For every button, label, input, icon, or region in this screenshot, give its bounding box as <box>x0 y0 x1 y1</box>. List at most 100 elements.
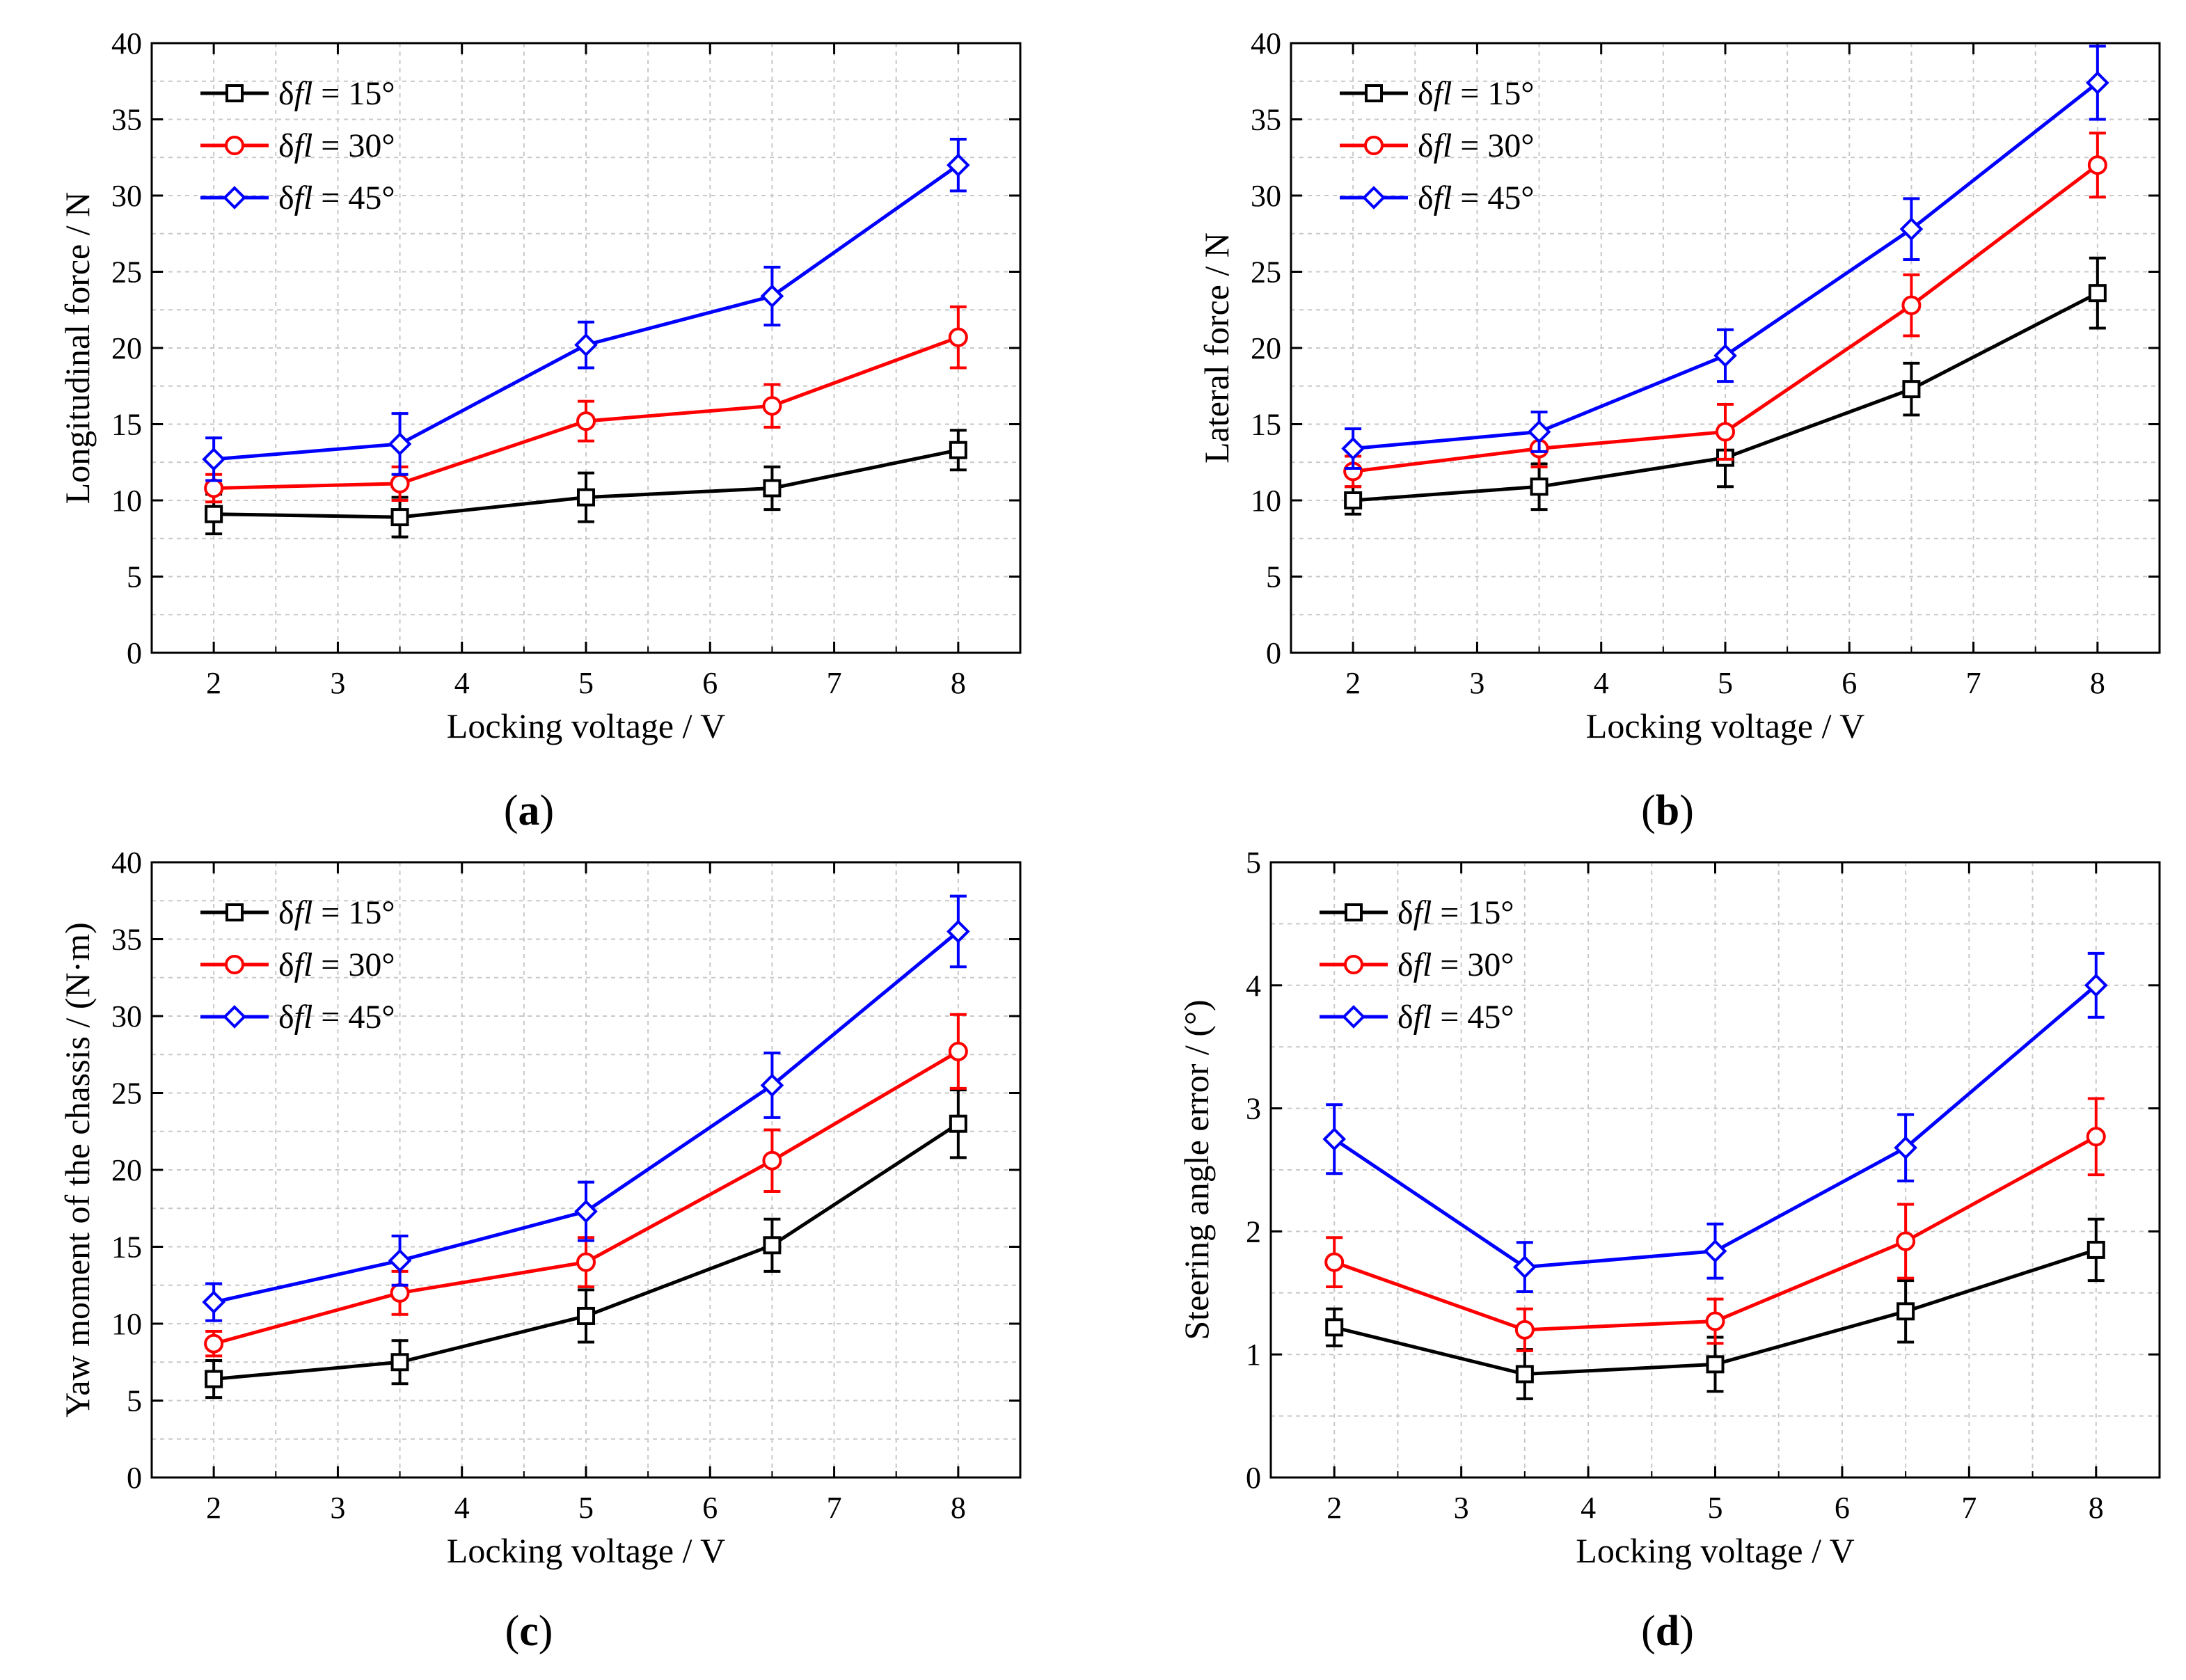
data-point <box>388 432 412 456</box>
data-point <box>388 1249 412 1273</box>
data-point <box>1901 295 1922 315</box>
data-point <box>577 488 595 507</box>
legend-marker <box>1364 136 1384 155</box>
data-point <box>763 479 782 498</box>
y-axis-label: Yaw moment of the chassis / (N·m) <box>58 922 97 1418</box>
x-tick-label: 4 <box>454 666 470 700</box>
data-point <box>576 411 596 431</box>
x-tick-label: 8 <box>951 666 966 700</box>
y-axis-label: Longitudinal force / N <box>58 192 97 505</box>
data-point <box>2086 1240 2105 1259</box>
chart-c: 2 3 4 5 6 7 8 0 5 10 15 20 25 30 35 40 Locking voltage /… <box>58 846 1022 1655</box>
data-point <box>1713 344 1737 367</box>
legend: δfl = 15° δfl = 30° δfl = 45° <box>1320 894 1514 1036</box>
x-tick-label: 6 <box>702 1491 718 1525</box>
data-point <box>1706 1355 1725 1374</box>
x-tick-label: 3 <box>1454 1491 1469 1525</box>
x-tick-label: 6 <box>1835 1491 1850 1525</box>
y-tick-label: 25 <box>111 1077 142 1111</box>
y-tick-label: 0 <box>1266 636 1281 670</box>
legend-marker <box>225 84 244 102</box>
data-point <box>2086 1127 2106 1147</box>
data-point <box>1322 1127 1347 1151</box>
legend-marker <box>1362 186 1386 209</box>
data-point <box>1705 1311 1725 1331</box>
y-axis-label: Steering angle error / (°) <box>1177 999 1216 1340</box>
x-tick-label: 4 <box>1594 666 1609 700</box>
legend-marker <box>223 1005 246 1029</box>
legend-label: δfl = 30° <box>1418 127 1535 164</box>
x-tick-label: 7 <box>827 1491 842 1525</box>
series-3 <box>202 137 970 482</box>
x-tick-label: 6 <box>1842 666 1857 700</box>
x-axis-label: Locking voltage / V <box>447 706 725 745</box>
legend-label: δfl = 45° <box>278 999 395 1036</box>
data-point <box>1703 1239 1727 1263</box>
x-tick-label: 8 <box>2090 666 2105 700</box>
y-axis-label: Lateral force / N <box>1197 232 1236 463</box>
y-tick-label: 1 <box>1246 1338 1261 1372</box>
x-tick-label: 7 <box>827 666 842 700</box>
y-tick-label: 3 <box>1246 1092 1261 1126</box>
x-tick-label: 3 <box>330 1491 345 1525</box>
legend-label: δfl = 15° <box>1418 75 1535 112</box>
x-tick-label: 2 <box>1345 666 1361 700</box>
data-point <box>1896 1231 1916 1251</box>
legend-label: δfl = 45° <box>1418 180 1535 216</box>
x-tick-label: 7 <box>1966 666 1981 700</box>
data-point <box>390 1283 410 1303</box>
data-point <box>1902 380 1921 399</box>
series-1 <box>1325 1217 2105 1400</box>
data-point <box>1341 436 1365 461</box>
legend-label: δfl = 15° <box>278 894 395 931</box>
x-tick-label: 4 <box>454 1491 470 1525</box>
y-tick-label: 10 <box>111 1307 142 1341</box>
data-point <box>763 1236 782 1255</box>
series-2 <box>204 1013 968 1358</box>
x-tick-label: 2 <box>1326 1491 1342 1525</box>
series-1 <box>205 429 967 539</box>
data-point <box>205 505 223 523</box>
chart-d: 2 3 4 5 6 7 8 0 1 2 3 4 5 Locking voltage / V Steering… <box>1177 846 2161 1655</box>
y-tick-label: 40 <box>111 26 142 61</box>
data-point <box>1527 420 1551 444</box>
legend: δfl = 15° δfl = 30° δfl = 45° <box>200 894 395 1036</box>
x-tick-label: 3 <box>1469 666 1484 700</box>
y-tick-label: 0 <box>1246 1461 1261 1495</box>
data-point <box>390 473 410 493</box>
legend-label: δfl = 30° <box>1397 946 1514 983</box>
data-point <box>1514 1320 1535 1340</box>
legend-marker <box>1345 903 1363 921</box>
x-tick-label: 2 <box>206 1491 221 1525</box>
x-tick-label: 5 <box>1718 666 1733 700</box>
y-tick-label: 35 <box>1251 103 1281 137</box>
y-tick-label: 30 <box>111 179 142 213</box>
y-tick-label: 30 <box>1251 179 1281 213</box>
legend: δfl = 15° δfl = 30° δfl = 45° <box>200 75 395 216</box>
data-point <box>1716 422 1735 442</box>
data-point <box>204 478 224 498</box>
chart-b: 2 3 4 5 6 7 8 0 5 10 15 20 25 30 35 40 Locking voltage /… <box>1197 26 2161 834</box>
data-point <box>1896 1302 1915 1321</box>
data-point <box>574 333 598 357</box>
data-point <box>948 327 968 347</box>
legend-label: δfl = 30° <box>278 946 395 983</box>
y-tick-label: 25 <box>1251 255 1281 290</box>
data-point <box>1325 1318 1344 1337</box>
legend-marker <box>1342 1005 1365 1029</box>
data-point <box>1899 217 1924 241</box>
data-point <box>204 1333 224 1354</box>
x-axis-label: Locking voltage / V <box>1586 706 1864 745</box>
x-axis-label: Locking voltage / V <box>447 1531 725 1570</box>
y-tick-label: 2 <box>1246 1214 1261 1249</box>
data-point <box>760 284 784 308</box>
x-tick-label: 8 <box>951 1491 966 1525</box>
legend-marker <box>225 136 244 155</box>
y-tick-label: 35 <box>111 103 142 137</box>
x-tick-label: 5 <box>578 666 594 700</box>
y-tick-label: 5 <box>1246 846 1261 880</box>
y-tick-label: 15 <box>1251 408 1281 442</box>
series-1 <box>205 1088 967 1400</box>
series-3 <box>1322 951 2108 1294</box>
